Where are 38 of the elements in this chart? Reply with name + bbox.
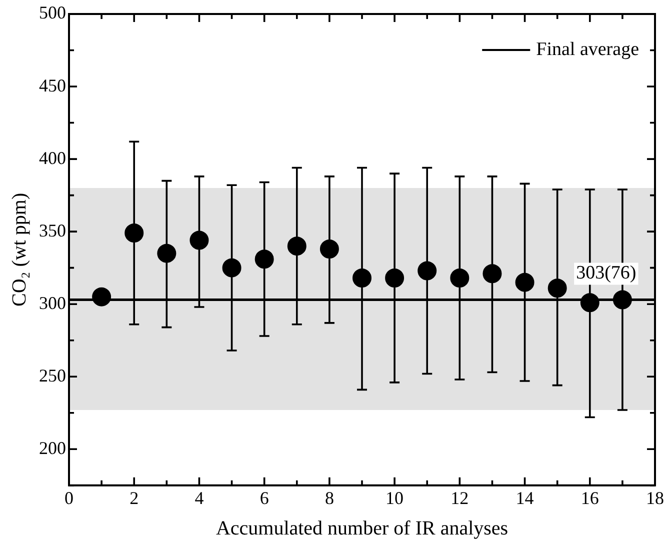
y-tick-label: 350 — [39, 220, 66, 240]
x-tick-label: 4 — [194, 488, 204, 508]
point — [92, 287, 112, 306]
point — [580, 293, 600, 312]
x-tick-label: 14 — [516, 488, 534, 508]
point — [482, 264, 502, 284]
x-tick-label: 18 — [646, 488, 664, 508]
y-tick-label: 400 — [39, 148, 66, 168]
point — [254, 250, 274, 269]
point — [352, 268, 372, 288]
y-tick-label: 250 — [39, 365, 66, 386]
point — [418, 261, 437, 280]
point — [190, 230, 209, 250]
point — [612, 290, 632, 310]
y-axis-title: CO₂ (wt ppm) — [8, 192, 30, 307]
x-tick-label: 10 — [386, 488, 404, 508]
x-tick-label: 12 — [450, 488, 469, 508]
x-tick-label: 16 — [580, 488, 599, 508]
x-axis-title: Accumulated number of IR analyses — [216, 517, 508, 540]
legend-label: Final average — [536, 38, 640, 60]
x-tick-label: 8 — [324, 488, 334, 508]
y-tick-label: 200 — [39, 438, 66, 458]
y-tick-label: 500 — [39, 2, 66, 23]
point — [222, 258, 242, 278]
point — [548, 278, 567, 298]
point — [450, 268, 470, 288]
point — [320, 239, 339, 258]
x-tick-label: 6 — [260, 488, 269, 508]
y-tick-label: 300 — [39, 292, 66, 313]
x-tick-label: 0 — [64, 488, 74, 508]
y-tick-label: 450 — [39, 75, 66, 96]
point — [515, 272, 534, 292]
annotation: 303(76) — [576, 262, 636, 284]
x-tick-label: 2 — [130, 488, 139, 508]
point — [287, 236, 306, 256]
point — [157, 244, 176, 263]
point — [385, 268, 404, 288]
point — [124, 224, 144, 243]
